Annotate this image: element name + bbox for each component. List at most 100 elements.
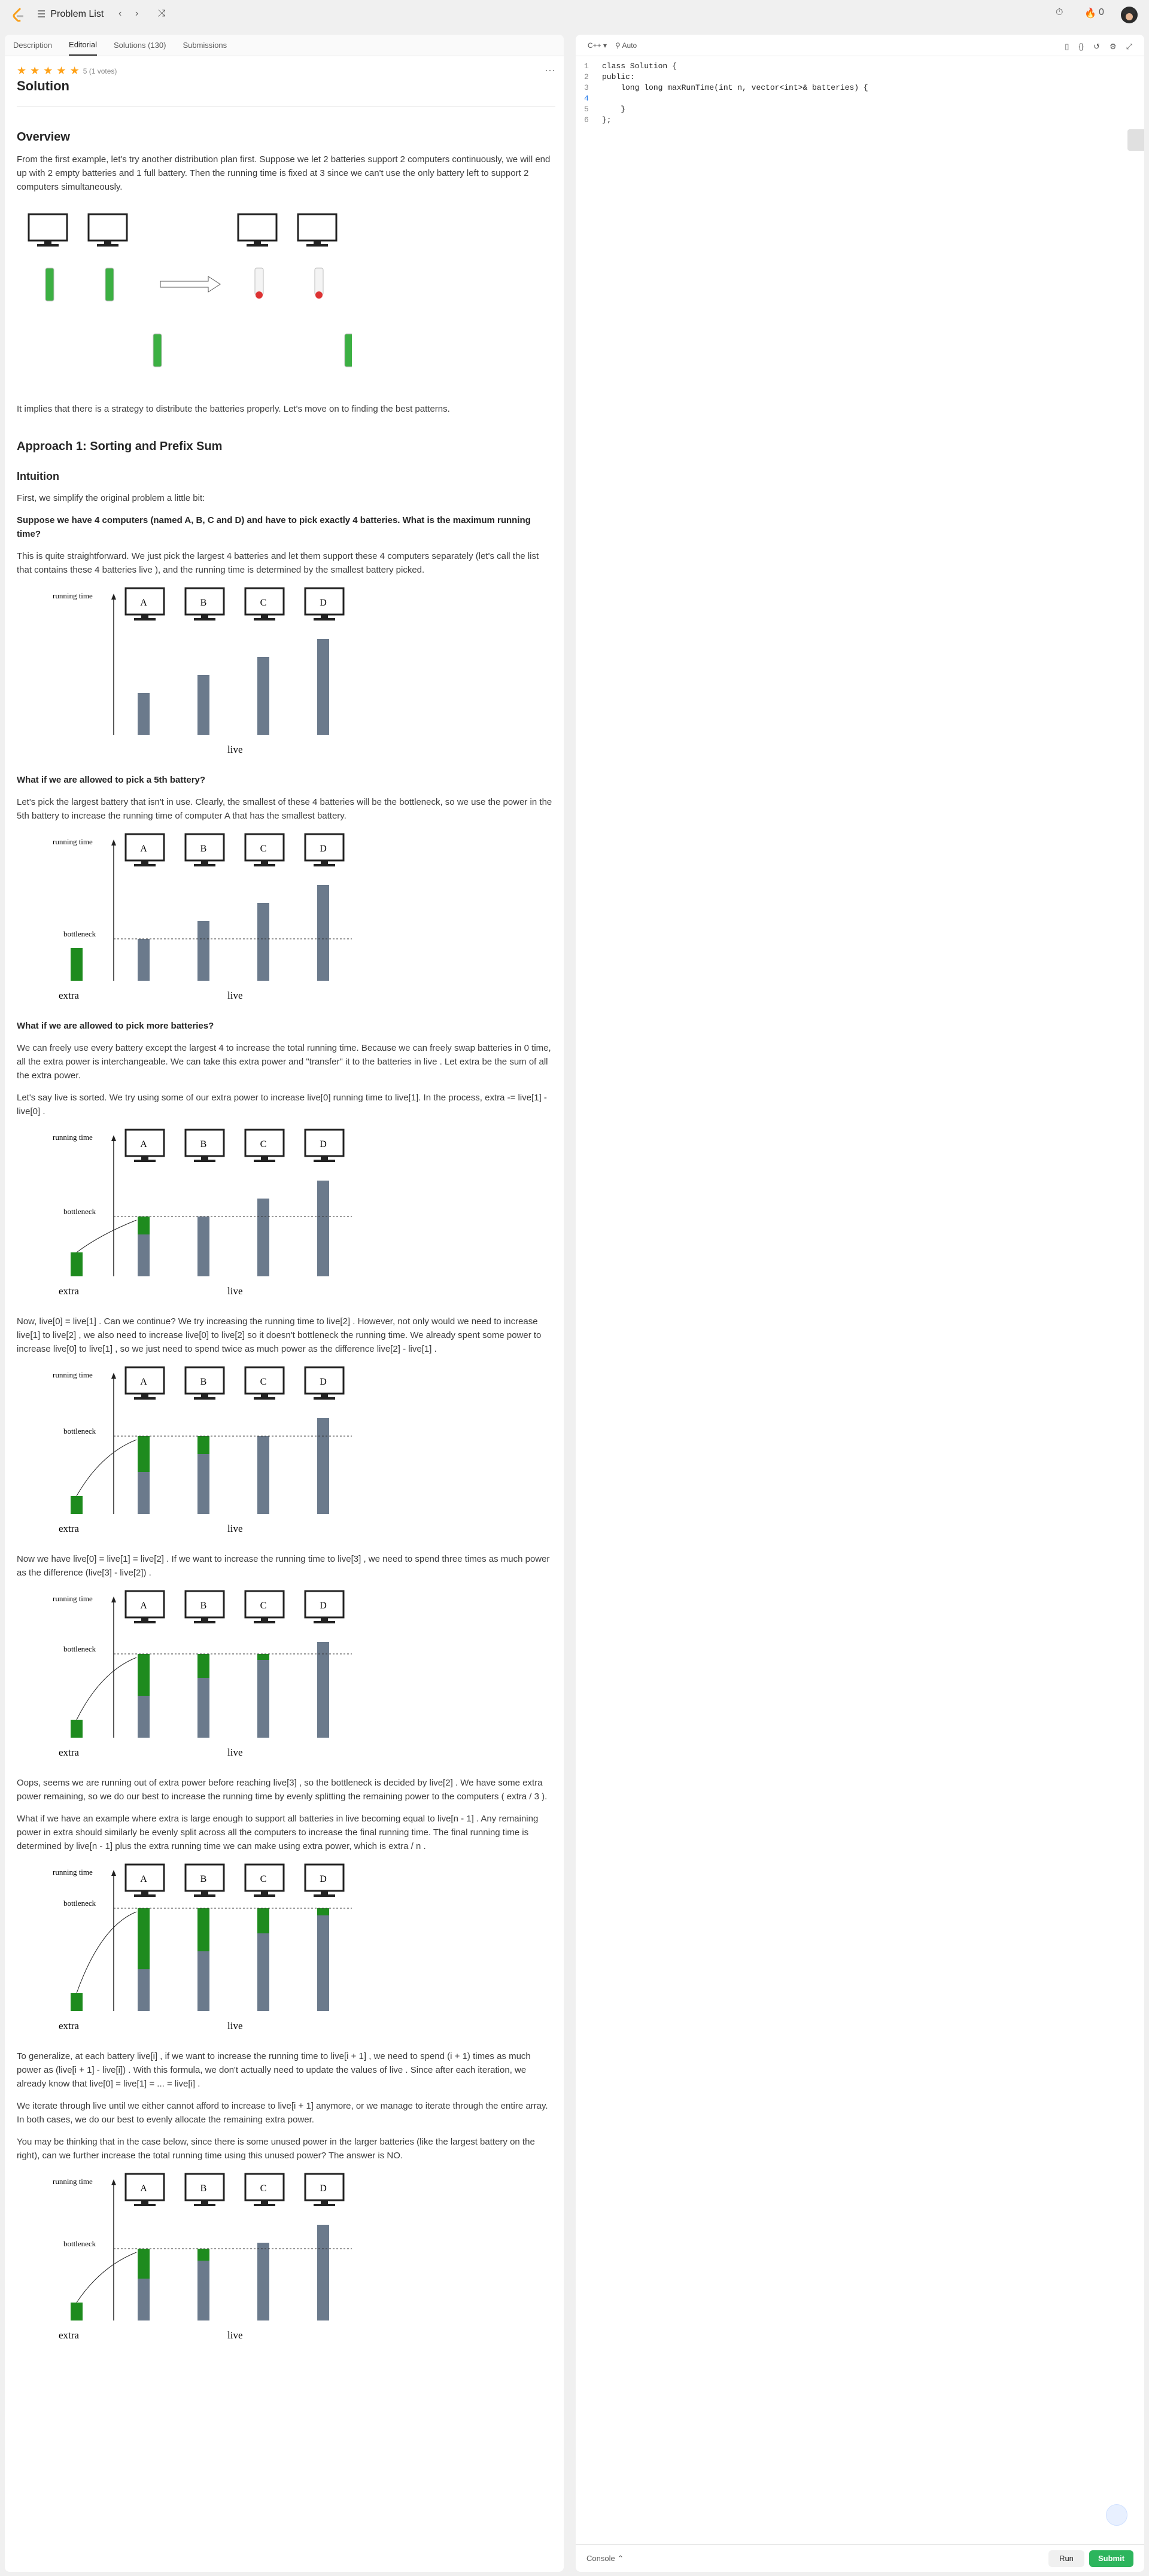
leetcode-logo-icon[interactable] [12, 7, 25, 23]
panel-tabs: Description Editorial Solutions (130) Su… [5, 35, 564, 56]
axis-arrow [111, 1373, 116, 1379]
star-icon[interactable]: ★ [30, 65, 40, 77]
battery-bar [197, 1454, 209, 1514]
computer-icon [97, 244, 118, 247]
battery-bar [257, 1436, 269, 1514]
question: Suppose we have 4 computers (named A, B,… [17, 515, 531, 539]
tab-description[interactable]: Description [13, 41, 53, 50]
settings-icon[interactable]: ⚙ [1109, 42, 1117, 51]
overview-heading: Overview [17, 130, 70, 144]
overview-figure [28, 213, 352, 367]
editor-toolbar: ▯ {} ↺ ⚙ ⤢ [1065, 42, 1132, 51]
axis-label: running time [53, 1594, 93, 1603]
auto-toggle[interactable]: ⚲ Auto [615, 41, 637, 50]
extra-bar [71, 1252, 83, 1276]
more-icon[interactable]: ⋯ [545, 65, 555, 77]
tab-editorial[interactable]: Editorial [69, 35, 97, 56]
computer-icon [304, 833, 345, 862]
computer-icon [314, 2204, 335, 2206]
computer-label: B [200, 1139, 207, 1149]
axis-label: extra [59, 2329, 79, 2341]
chat-button[interactable] [1106, 2504, 1127, 2526]
axis-label: running time [53, 2177, 93, 2186]
paragraph: First, we simplify the original problem … [17, 493, 205, 503]
problem-list-label: Problem List [50, 9, 104, 19]
computer-icon [134, 1621, 156, 1623]
computer-icon [237, 213, 278, 242]
battery-bar [138, 2279, 150, 2320]
extra-bar [71, 1993, 83, 2011]
shuffle-icon[interactable]: ⤨ [158, 8, 166, 19]
paragraph: It implies that there is a strategy to d… [17, 404, 450, 414]
axis-label: running time [53, 1133, 93, 1142]
computer-label: D [320, 1139, 327, 1149]
computer-icon [194, 1160, 215, 1162]
computer-label: D [320, 844, 327, 854]
language-select[interactable]: C++ ▾ [588, 41, 607, 50]
avatar[interactable] [1120, 6, 1138, 24]
star-icon[interactable]: ★ [69, 65, 80, 77]
submit-button[interactable]: Submit [1089, 2550, 1133, 2567]
paragraph: Now we have live[0] = live[1] = live[2] … [17, 1554, 550, 1578]
bookmark-icon[interactable]: ▯ [1065, 42, 1069, 51]
paragraph: From the first example, let's try anothe… [17, 154, 551, 192]
computer-icon [247, 244, 268, 247]
timer-icon[interactable]: ⏱ [1056, 7, 1063, 17]
computer-label: C [260, 1377, 267, 1387]
rating[interactable]: ★ ★ ★ ★ ★ 5 (1 votes) ⋯ [17, 65, 555, 77]
bottleneck-label: bottleneck [63, 1899, 96, 1908]
computer-icon [194, 1397, 215, 1400]
computer-icon [261, 1891, 268, 1894]
computer-icon [104, 241, 111, 244]
battery-icon [256, 291, 263, 299]
fullscreen-icon[interactable]: ⤢ [1126, 42, 1132, 51]
streak-count: 0 [1099, 7, 1104, 17]
prev-problem-icon[interactable]: ‹ [118, 8, 122, 19]
battery-bar [197, 1678, 209, 1738]
star-icon[interactable]: ★ [17, 65, 27, 77]
axis-label: extra [59, 990, 79, 1001]
computer-icon [201, 1394, 208, 1397]
question: What if we are allowed to pick more batt… [17, 1021, 214, 1031]
computer-icon [321, 2200, 328, 2204]
console-toggle[interactable]: Console ⌃ [586, 2553, 624, 2563]
reset-icon[interactable]: ↺ [1093, 42, 1100, 51]
axis-label: live [227, 2020, 243, 2031]
computer-icon [141, 1891, 148, 1894]
code-area[interactable]: 1 class Solution { 2 public: 3 long long m… [584, 62, 868, 124]
computer-label: A [140, 598, 147, 608]
code-line: } [602, 105, 626, 114]
bottleneck-label: bottleneck [63, 1427, 96, 1435]
computer-icon [194, 1621, 215, 1623]
tab-solutions[interactable]: Solutions (130) [114, 41, 166, 50]
extra-bar [71, 948, 83, 981]
computer-label: C [260, 2183, 267, 2194]
battery-bar [317, 885, 329, 981]
star-icon[interactable]: ★ [43, 65, 53, 77]
computer-icon [184, 1129, 225, 1157]
extra-fill [197, 1908, 209, 1951]
side-collapse-tab[interactable] [1127, 129, 1144, 151]
fire-icon[interactable]: 🔥 [1084, 8, 1096, 19]
extra-fill [257, 1654, 269, 1660]
tab-submissions[interactable]: Submissions [183, 41, 227, 50]
battery-bar [317, 1181, 329, 1276]
next-problem-icon[interactable]: › [135, 8, 139, 19]
paragraph: Let's pick the largest battery that isn'… [17, 797, 552, 821]
computer-icon [261, 1617, 268, 1621]
computer-icon [254, 618, 275, 621]
question: What if we are allowed to pick a 5th bat… [17, 775, 206, 785]
bottleneck-label: bottleneck [63, 929, 96, 938]
editorial-content: ★ ★ ★ ★ ★ 5 (1 votes) ⋯ Solution Overview Fr… [17, 65, 555, 2350]
star-icon[interactable]: ★ [56, 65, 66, 77]
computer-icon [304, 587, 345, 616]
braces-icon[interactable]: {} [1078, 42, 1084, 51]
transfer-arrow [76, 1219, 137, 1253]
battery-icon [45, 267, 54, 302]
page-title: Solution [17, 78, 69, 93]
extra-fill [138, 2249, 150, 2279]
battery-bar [138, 939, 150, 981]
problem-list-button[interactable]: ☰ Problem List [37, 8, 104, 20]
run-button[interactable]: Run [1048, 2550, 1084, 2567]
